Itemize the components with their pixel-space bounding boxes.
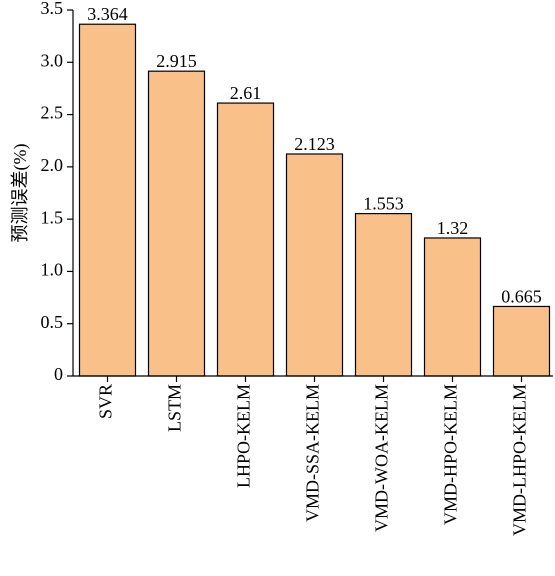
bar [354, 213, 413, 377]
y-tick-label: 2.5 [41, 103, 64, 123]
data-label: 2.915 [156, 51, 197, 71]
x-tick-label: VMD-WOA-KELM [372, 384, 392, 532]
x-tick-label: SVR [96, 384, 116, 419]
data-label: 1.553 [363, 194, 404, 214]
x-tick-label: LSTM [165, 384, 185, 432]
x-tick-label: LHPO-KELM [234, 384, 254, 488]
x-tick-label: VMD-HPO-KELM [441, 384, 461, 525]
data-label: 3.364 [87, 4, 128, 24]
data-label: 2.61 [230, 83, 262, 103]
y-tick-label: 0.5 [41, 312, 64, 332]
bar [216, 102, 275, 377]
bar [285, 153, 344, 377]
y-tick-label: 3.5 [41, 0, 64, 18]
bar [78, 23, 137, 377]
data-label: 2.123 [294, 134, 335, 154]
data-label: 1.32 [437, 218, 469, 238]
data-label: 0.665 [501, 286, 542, 306]
y-tick-label: 3.0 [41, 50, 64, 70]
y-tick-label: 1.0 [41, 260, 64, 280]
x-tick-label: VMD-SSA-KELM [303, 384, 323, 522]
bar [423, 237, 482, 377]
y-axis-label: 预测误差(%) [10, 144, 31, 243]
bar [147, 70, 206, 377]
bar [492, 305, 551, 377]
y-tick-label: 0 [54, 364, 63, 384]
y-tick-label: 1.5 [41, 207, 64, 227]
y-tick-label: 2.0 [41, 155, 64, 175]
x-tick-label: VMD-LHPO-KELM [510, 384, 530, 536]
